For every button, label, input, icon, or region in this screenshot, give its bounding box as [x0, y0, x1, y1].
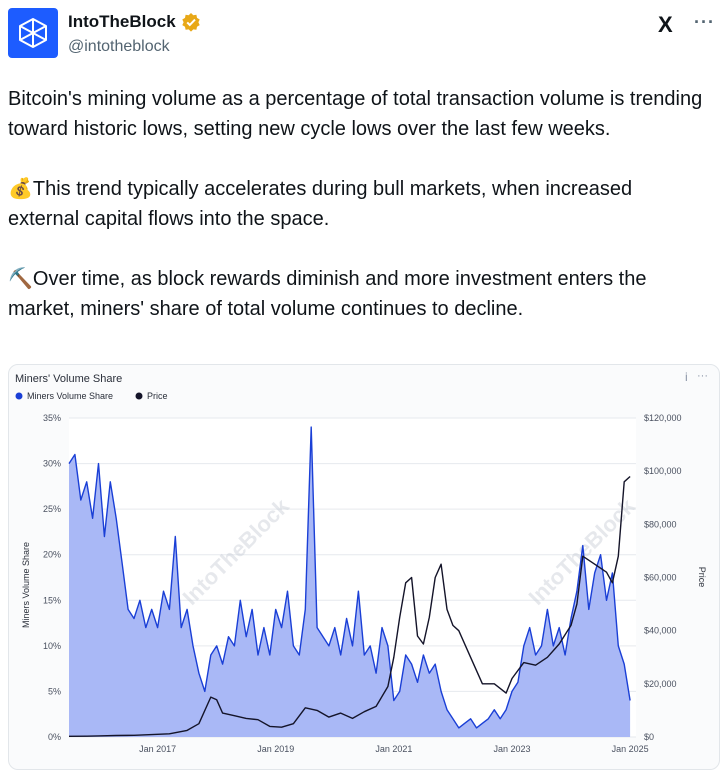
y-tick-label: 10% [43, 641, 61, 651]
info-icon[interactable]: i [685, 370, 688, 384]
price-line [68, 475, 631, 737]
y-tick-label: 15% [43, 595, 61, 605]
y2-tick-label: $0 [644, 732, 654, 742]
tweet-paragraph: ⛏️Over time, as block rewards diminish a… [8, 268, 647, 320]
y2-tick-label: $120,000 [644, 413, 682, 423]
avatar[interactable] [8, 8, 58, 58]
y2-tick-label: $60,000 [644, 573, 677, 583]
legend-label-price[interactable]: Price [147, 391, 168, 401]
y-axis-label: Miners Volume Share [21, 542, 31, 628]
x-logo-icon[interactable]: X [658, 12, 673, 37]
miners-volume-share-chart: Miners' Volume Share i ··· Miners Volume… [15, 370, 708, 754]
verified-badge-icon[interactable] [181, 12, 201, 32]
x-tick-label: Jan 2017 [139, 744, 176, 754]
y2-tick-label: $80,000 [644, 519, 677, 529]
y-tick-label: 20% [43, 550, 61, 560]
intotheblock-cube-logo-icon [19, 18, 47, 48]
author-name[interactable]: IntoTheBlock [68, 12, 176, 31]
y-tick-label: 25% [43, 504, 61, 514]
y-tick-label: 30% [43, 459, 61, 469]
x-tick-label: Jan 2021 [375, 744, 412, 754]
miners-volume-share-line [68, 426, 631, 729]
y2-tick-label: $20,000 [644, 679, 677, 689]
legend-dot-miners [15, 392, 23, 400]
y2-tick-label: $100,000 [644, 466, 682, 476]
y-tick-label: 0% [48, 732, 61, 742]
x-tick-label: Jan 2025 [612, 744, 649, 754]
legend-dot-price [135, 392, 143, 400]
x-tick-label: Jan 2019 [257, 744, 294, 754]
tweet-paragraph: 💰This trend typically accelerates during… [8, 178, 633, 230]
tweet-paragraph: Bitcoin's mining volume as a percentage … [8, 88, 703, 140]
y2-axis-label: Price [697, 567, 707, 588]
author-handle[interactable]: @intotheblock [68, 38, 170, 55]
miners-volume-share-area [69, 427, 631, 737]
chart-title: Miners' Volume Share [15, 373, 122, 385]
card-more-icon[interactable]: ··· [697, 370, 708, 382]
legend-label-miners[interactable]: Miners Volume Share [27, 391, 113, 401]
chart-card[interactable]: Miners' Volume Share i ··· Miners Volume… [8, 364, 720, 770]
y2-tick-label: $40,000 [644, 626, 677, 636]
tweet-text: Bitcoin's mining volume as a percentage … [8, 84, 708, 324]
y-tick-label: 35% [43, 413, 61, 423]
x-tick-label: Jan 2023 [493, 744, 530, 754]
more-options-icon[interactable]: ··· [694, 12, 715, 32]
y-tick-label: 5% [48, 686, 61, 696]
author-block: IntoTheBlock @intotheblock [68, 12, 201, 56]
